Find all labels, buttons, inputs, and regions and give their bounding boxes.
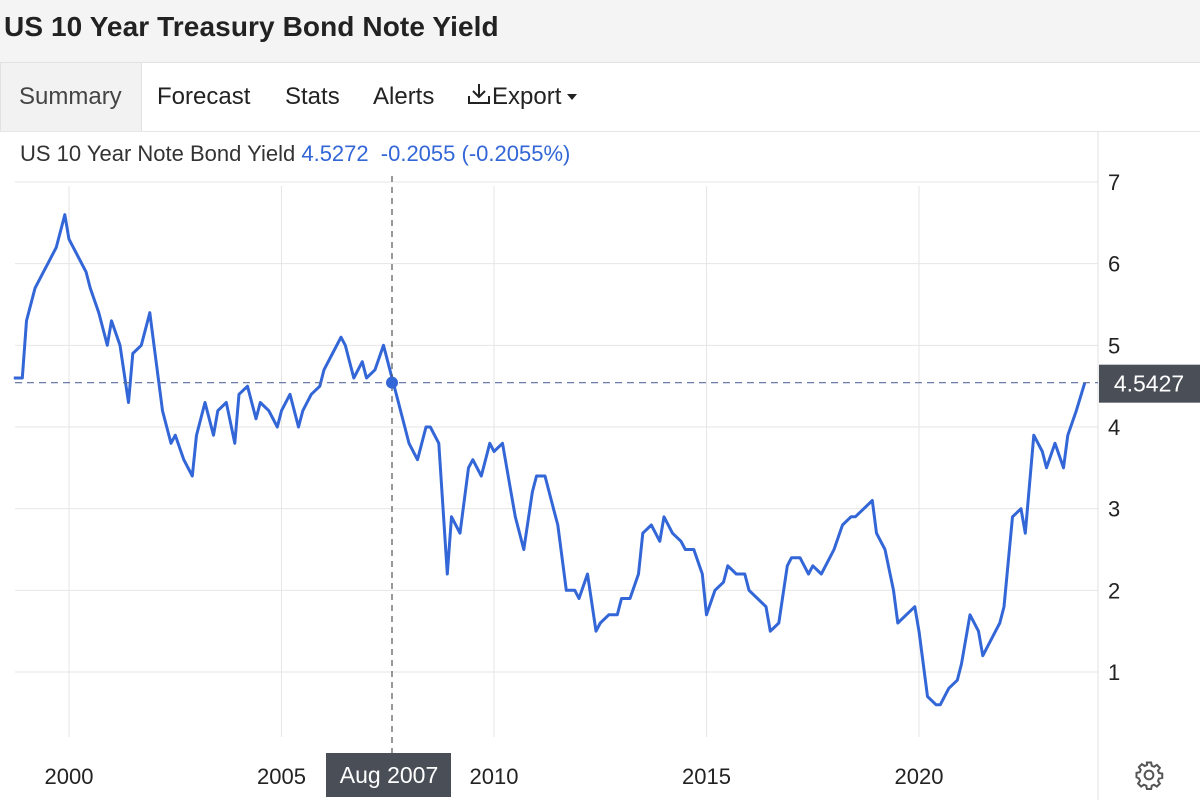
y-tick-label: 6 xyxy=(1108,252,1120,277)
chart[interactable]: 1 2 3 4 5 6 7 2000 2005 2010 2015 2020 4.5427 Aug 2… xyxy=(0,131,1200,800)
series-line xyxy=(13,213,1087,707)
tab-export[interactable]: Export xyxy=(466,63,578,131)
tab-stats[interactable]: Stats xyxy=(285,83,340,110)
legend: US 10 Year Note Bond Yield 4.5272 -0.205… xyxy=(20,141,575,167)
tab-forecast[interactable]: Forecast xyxy=(157,83,251,110)
legend-last-value: 4.5272 xyxy=(301,141,369,166)
crosshair-x-label: Aug 2007 xyxy=(340,762,438,788)
x-axis: 2000 2005 2010 2015 2020 xyxy=(45,764,944,789)
x-tick-label: 2015 xyxy=(682,764,731,789)
legend-series-name: US 10 Year Note Bond Yield xyxy=(20,141,296,166)
x-tick-label: 2000 xyxy=(45,764,94,789)
y-tick-label: 7 xyxy=(1108,170,1120,195)
export-label: Export xyxy=(492,83,562,110)
x-tick-label: 2020 xyxy=(895,764,944,789)
crosshair: 4.5427 Aug 2007 xyxy=(15,176,1200,797)
y-axis: 1 2 3 4 5 6 7 xyxy=(1108,170,1120,685)
y-tick-label: 1 xyxy=(1108,660,1120,685)
gear-icon[interactable] xyxy=(1134,760,1164,790)
chevron-down-icon xyxy=(567,94,578,100)
x-tick-label: 2010 xyxy=(470,764,519,789)
chart-area xyxy=(0,131,1200,801)
y-tick-label: 5 xyxy=(1108,333,1120,358)
page-title: US 10 Year Treasury Bond Note Yield xyxy=(4,11,499,42)
grid xyxy=(15,131,1099,800)
y-tick-label: 3 xyxy=(1108,497,1120,522)
y-tick-label: 2 xyxy=(1108,578,1120,603)
legend-change: -0.2055 xyxy=(380,141,456,166)
title-bar: US 10 Year Treasury Bond Note Yield xyxy=(0,0,1200,63)
crosshair-y-label-bg xyxy=(1099,364,1200,403)
tab-summary[interactable]: Summary xyxy=(0,63,142,131)
crosshair-x-label-bg xyxy=(326,753,451,797)
crosshair-y-label: 4.5427 xyxy=(1114,371,1184,397)
x-tick-label: 2005 xyxy=(257,764,306,789)
tab-alerts[interactable]: Alerts xyxy=(373,83,435,110)
y-tick-label: 4 xyxy=(1108,415,1120,440)
tab-bar: Summary Forecast Stats Alerts Export xyxy=(0,63,1200,131)
legend-change-pct: (-0.2055%) xyxy=(461,141,571,166)
crosshair-marker xyxy=(386,376,398,389)
download-icon xyxy=(468,84,490,104)
